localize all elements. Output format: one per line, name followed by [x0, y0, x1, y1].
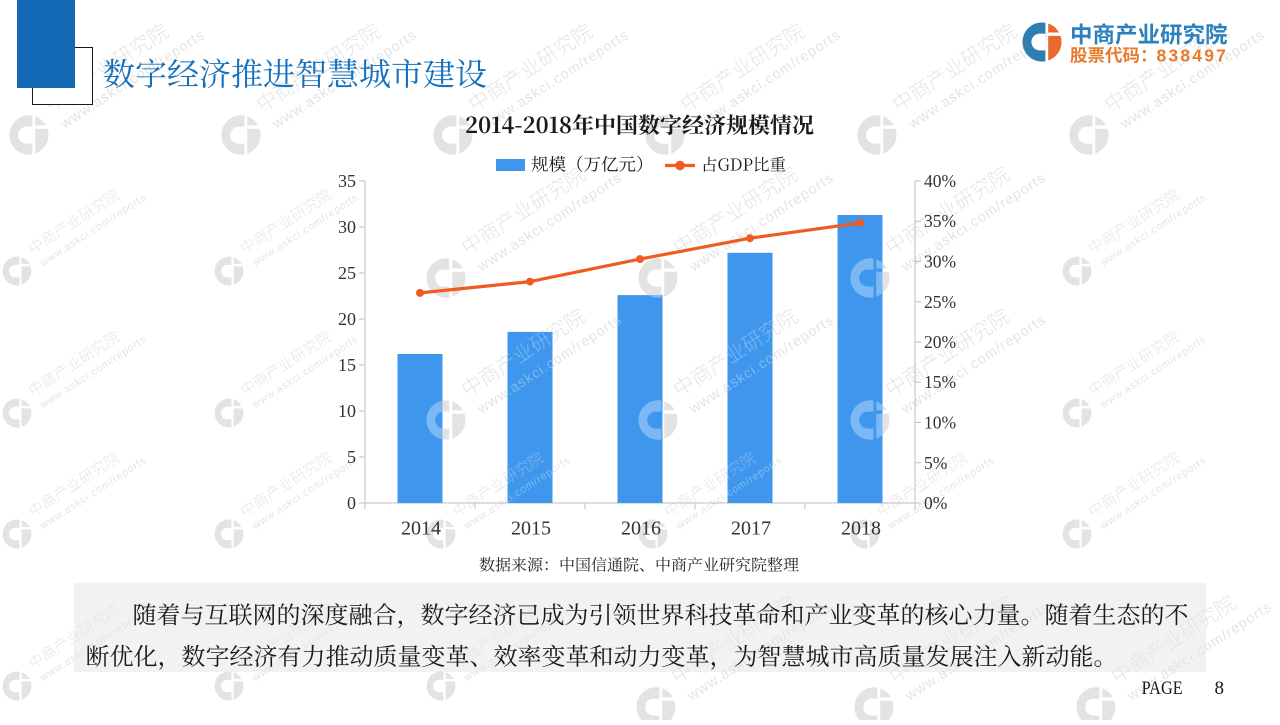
- svg-text:15: 15: [338, 355, 356, 375]
- svg-text:40%: 40%: [924, 171, 956, 191]
- svg-text:0%: 0%: [924, 493, 947, 513]
- svg-text:0: 0: [347, 493, 356, 513]
- svg-text:25: 25: [338, 263, 356, 283]
- svg-text:20: 20: [338, 309, 356, 329]
- svg-text:30%: 30%: [924, 252, 956, 272]
- svg-text:10%: 10%: [924, 413, 956, 433]
- svg-text:35: 35: [338, 171, 356, 191]
- svg-text:30: 30: [338, 217, 356, 237]
- svg-text:25%: 25%: [924, 292, 956, 312]
- svg-text:20%: 20%: [924, 332, 956, 352]
- svg-text:5%: 5%: [924, 453, 947, 473]
- svg-text:10: 10: [338, 401, 356, 421]
- svg-text:2016: 2016: [621, 518, 661, 540]
- svg-text:PAGE: PAGE: [1142, 677, 1183, 698]
- svg-text:2014: 2014: [401, 518, 441, 540]
- svg-text:15%: 15%: [924, 372, 956, 392]
- svg-text:2018: 2018: [841, 518, 881, 540]
- svg-text:2017: 2017: [731, 518, 771, 540]
- svg-text:838497: 838497: [1157, 46, 1229, 66]
- svg-text:8: 8: [1215, 678, 1225, 699]
- svg-text:5: 5: [347, 447, 356, 467]
- svg-text:35%: 35%: [924, 211, 956, 231]
- svg-text:2015: 2015: [511, 518, 551, 540]
